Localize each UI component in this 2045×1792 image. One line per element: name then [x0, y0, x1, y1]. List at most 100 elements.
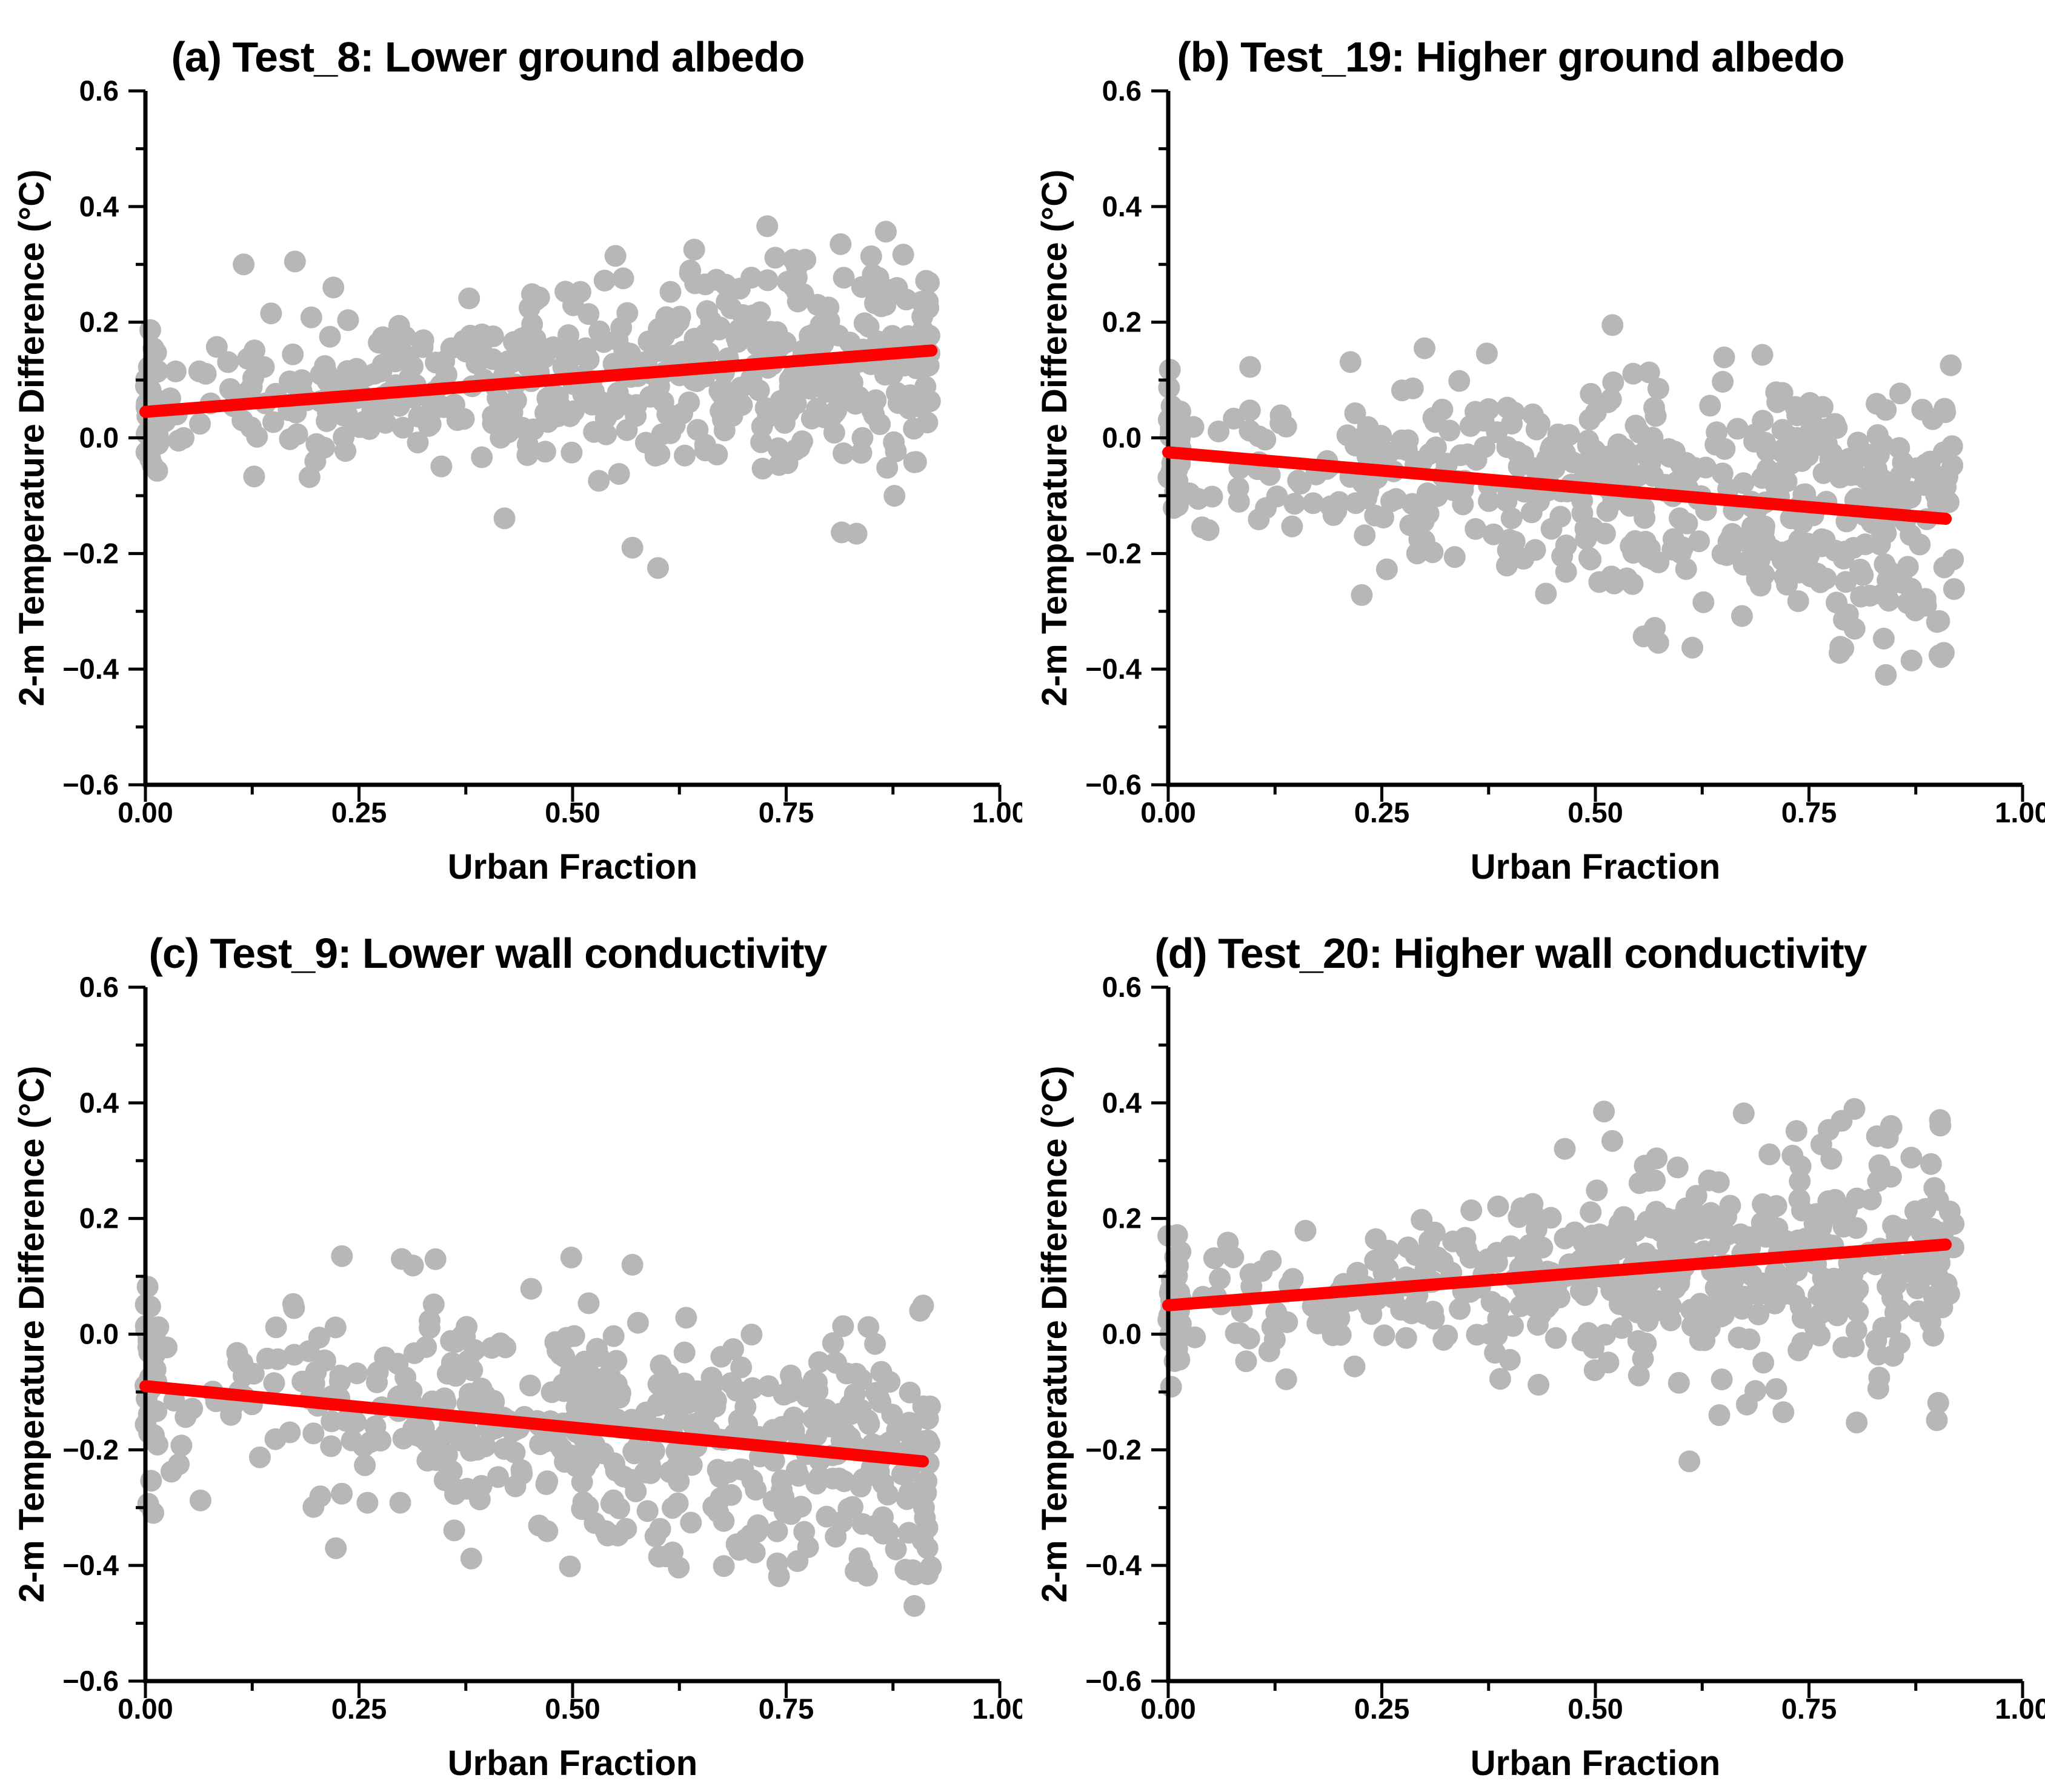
data-point [482, 325, 504, 347]
data-point [374, 333, 397, 355]
data-point [756, 215, 779, 238]
data-point [175, 1406, 197, 1428]
data-point [722, 1338, 744, 1361]
data-point [1847, 1301, 1869, 1323]
data-point [1756, 458, 1778, 481]
data-point [1373, 1324, 1395, 1347]
data-point-outlier [1593, 1101, 1615, 1123]
data-point [1669, 542, 1692, 564]
y-tick-label: 0.2 [1102, 306, 1142, 338]
panel-d-title: (d) Test_20: Higher wall conductivity [1154, 930, 1867, 977]
y-tick-label: −0.4 [62, 1549, 119, 1581]
data-point [353, 412, 376, 435]
data-point [740, 367, 763, 390]
data-point [1431, 398, 1454, 421]
data-point [1911, 399, 1934, 421]
data-point [1248, 508, 1270, 530]
data-point [1669, 507, 1691, 530]
data-point [553, 1345, 576, 1368]
data-point [1465, 401, 1486, 423]
data-point [1708, 1234, 1731, 1256]
data-point [1634, 507, 1656, 529]
data-point [662, 1541, 684, 1564]
data-point [1438, 419, 1461, 442]
data-point [554, 281, 577, 303]
data-point [534, 441, 556, 463]
data-point [622, 1441, 645, 1462]
data-point [1850, 585, 1872, 608]
x-tick-label: 0.50 [545, 1693, 600, 1725]
data-point [560, 441, 583, 464]
data-point [730, 1356, 753, 1379]
data-point [766, 1552, 788, 1574]
data-point [1634, 1242, 1657, 1265]
data-point [453, 408, 475, 430]
data-point [263, 1372, 285, 1394]
data-point [1611, 1317, 1633, 1339]
data-point [1283, 493, 1306, 515]
data-point [876, 456, 899, 479]
y-tick-label: −0.4 [1085, 1549, 1142, 1581]
data-point [1720, 537, 1742, 559]
panel-c-svg: −0.6 −0.4 −0.2 0.0 0.2 0.4 0.6 0.00 0.25 0.50 0.75… [12, 930, 1022, 1783]
data-point [591, 391, 613, 413]
data-point [1785, 1120, 1807, 1142]
data-point [665, 1440, 688, 1462]
x-tick-label: 0.00 [118, 1693, 173, 1725]
data-point [562, 338, 584, 361]
data-point [482, 405, 504, 427]
data-point [877, 1484, 899, 1506]
data-point [1475, 342, 1498, 365]
data-point [810, 314, 832, 336]
x-tick-label: 0.50 [1568, 796, 1623, 828]
data-point [1356, 445, 1378, 468]
data-point [474, 1435, 496, 1457]
data-point [636, 1500, 659, 1522]
data-point [324, 1316, 347, 1339]
data-point [1535, 582, 1557, 605]
data-point [1634, 530, 1657, 553]
data-point [1426, 1246, 1449, 1268]
data-point [397, 345, 419, 368]
data-point [667, 1492, 689, 1514]
tick-labels: −0.6 −0.4 −0.2 0.0 0.2 0.4 0.6 0.00 0.25 0.50 0.75… [62, 75, 1022, 828]
y-tick-label: 0.0 [1102, 422, 1142, 454]
data-point [1524, 539, 1546, 561]
data-point [1259, 464, 1281, 486]
data-point [1628, 1364, 1650, 1387]
data-point [398, 367, 421, 389]
data-point [1389, 438, 1411, 460]
data-point [1704, 433, 1727, 456]
data-point [219, 378, 241, 400]
data-point [1339, 351, 1362, 373]
data-point [1465, 518, 1487, 540]
data-point [1866, 1125, 1888, 1147]
data-point [707, 1459, 729, 1481]
data-point [1768, 1281, 1790, 1304]
data-point [1239, 399, 1261, 422]
data-point [723, 387, 746, 409]
x-tick-label: 0.75 [1781, 1693, 1837, 1725]
data-point [359, 1431, 382, 1453]
panel-a-title: (a) Test_8: Lower ground albedo [171, 33, 804, 81]
data-point [1602, 371, 1624, 393]
data-point [1835, 571, 1857, 593]
data-point [823, 402, 846, 424]
data-point [878, 1431, 900, 1453]
x-axis-label-a: Urban Fraction [448, 847, 698, 887]
data-point [673, 1341, 696, 1364]
data-point [912, 1395, 934, 1417]
data-point [1904, 1258, 1926, 1281]
data-point [1791, 1199, 1813, 1222]
data-point [1320, 1305, 1343, 1328]
data-point [1650, 1210, 1672, 1232]
data-point [1915, 595, 1937, 617]
data-point [850, 1476, 872, 1497]
data-point [460, 1547, 482, 1570]
y-tick-label: −0.6 [1085, 1665, 1142, 1697]
data-point [853, 312, 876, 335]
y-tick-label: −0.2 [62, 537, 119, 569]
data-point [407, 431, 429, 454]
scatter-points [135, 215, 941, 579]
data-point [647, 1373, 670, 1396]
